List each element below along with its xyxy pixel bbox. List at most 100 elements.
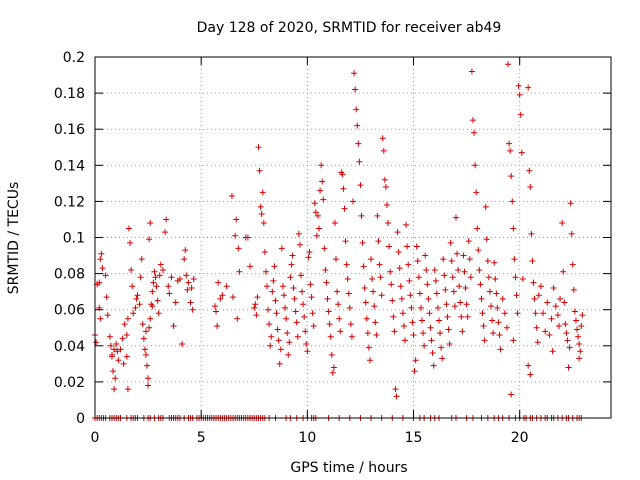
data-point xyxy=(334,288,341,295)
data-point xyxy=(124,386,131,393)
data-point xyxy=(567,200,574,207)
data-point xyxy=(279,283,286,290)
data-point xyxy=(559,220,566,227)
data-point xyxy=(477,281,484,288)
data-point xyxy=(576,340,583,347)
data-point xyxy=(475,247,482,254)
data-point xyxy=(344,276,351,283)
data-point xyxy=(299,288,306,295)
y-tick-label: 0.16 xyxy=(54,122,85,138)
data-point xyxy=(383,202,390,209)
data-point xyxy=(460,252,467,259)
data-point xyxy=(350,198,356,205)
data-point xyxy=(183,272,190,279)
data-point xyxy=(366,357,373,364)
x-tick-label: 15 xyxy=(405,430,423,446)
data-point xyxy=(375,238,382,245)
data-point xyxy=(517,111,524,118)
data-point xyxy=(149,288,156,295)
data-point xyxy=(358,212,365,219)
data-point xyxy=(136,301,143,308)
data-point xyxy=(478,295,485,302)
data-point xyxy=(417,304,424,311)
data-point xyxy=(115,357,122,364)
data-point xyxy=(256,167,263,174)
data-point xyxy=(409,319,416,326)
data-point xyxy=(313,232,320,239)
data-point xyxy=(138,256,145,263)
data-point xyxy=(359,239,366,246)
data-point xyxy=(448,257,455,264)
data-point xyxy=(446,340,453,347)
data-point xyxy=(258,211,265,218)
data-point xyxy=(253,312,260,319)
data-point xyxy=(429,350,436,357)
data-point xyxy=(330,364,337,371)
data-point xyxy=(354,122,361,129)
data-point xyxy=(471,129,478,136)
data-point xyxy=(314,212,321,219)
data-point xyxy=(398,295,405,302)
data-point xyxy=(303,340,310,347)
data-point xyxy=(364,330,371,337)
data-point xyxy=(133,295,140,302)
data-point xyxy=(264,283,270,290)
data-point xyxy=(274,326,281,333)
data-point xyxy=(513,292,520,299)
data-point xyxy=(311,200,318,207)
data-point xyxy=(284,330,291,337)
data-point xyxy=(519,276,526,283)
data-point xyxy=(113,340,120,347)
data-point xyxy=(159,266,166,273)
data-point xyxy=(275,337,282,344)
data-point xyxy=(139,321,146,328)
data-point xyxy=(419,317,426,324)
y-tick-label: 0.18 xyxy=(54,86,85,102)
data-point xyxy=(427,324,434,331)
data-point xyxy=(479,310,486,317)
data-point xyxy=(129,283,136,290)
data-point xyxy=(327,333,334,340)
data-point xyxy=(563,330,570,337)
data-point xyxy=(469,117,476,124)
data-point xyxy=(537,283,544,290)
data-point xyxy=(181,256,188,263)
data-point xyxy=(154,297,161,304)
data-point xyxy=(362,299,369,306)
data-point xyxy=(255,144,262,151)
data-point xyxy=(449,274,456,281)
data-point xyxy=(121,321,128,328)
data-point xyxy=(425,295,432,302)
data-point xyxy=(578,322,585,329)
data-point xyxy=(399,310,406,317)
data-point xyxy=(534,339,541,346)
data-point xyxy=(408,304,415,311)
data-point xyxy=(302,328,309,335)
data-point xyxy=(304,348,311,355)
data-point xyxy=(386,243,393,250)
data-point xyxy=(124,315,131,322)
data-point xyxy=(110,368,117,375)
data-point xyxy=(461,268,468,275)
data-point xyxy=(151,268,158,275)
data-point xyxy=(163,216,170,223)
data-point xyxy=(342,238,349,245)
data-point xyxy=(292,308,299,315)
data-point xyxy=(508,173,515,180)
data-point xyxy=(438,344,445,351)
data-point xyxy=(570,286,577,293)
data-point xyxy=(466,256,473,263)
data-point xyxy=(333,256,340,263)
plot-frame xyxy=(94,56,612,419)
axis-ticks: 0 0.02 0.04 0.06 0.08 0.1 0.12 0.14 0.16 0.18 0.2 0… xyxy=(54,50,611,446)
data-point xyxy=(317,187,324,194)
data-point xyxy=(431,266,438,273)
data-point xyxy=(329,369,336,376)
data-point xyxy=(361,285,368,292)
data-point xyxy=(357,182,364,189)
data-point xyxy=(439,355,446,362)
data-point xyxy=(277,346,284,353)
data-point xyxy=(234,315,241,322)
data-point xyxy=(323,279,330,286)
data-point xyxy=(168,274,175,281)
